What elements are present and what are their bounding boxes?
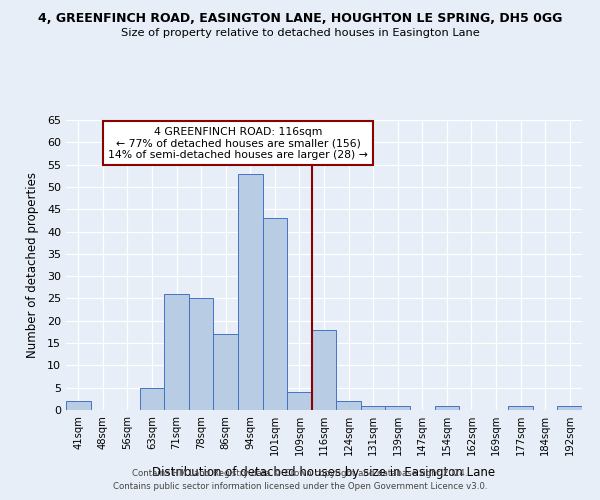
Bar [164, 294, 189, 410]
Bar [336, 401, 361, 410]
X-axis label: Distribution of detached houses by size in Easington Lane: Distribution of detached houses by size … [152, 466, 496, 479]
Bar [189, 298, 214, 410]
Text: 4 GREENFINCH ROAD: 116sqm
← 77% of detached houses are smaller (156)
14% of semi: 4 GREENFINCH ROAD: 116sqm ← 77% of detac… [108, 126, 368, 160]
Bar [312, 330, 336, 410]
Y-axis label: Number of detached properties: Number of detached properties [26, 172, 38, 358]
Bar [140, 388, 164, 410]
Text: Contains HM Land Registry data © Crown copyright and database right 2024.: Contains HM Land Registry data © Crown c… [132, 468, 468, 477]
Bar [263, 218, 287, 410]
Bar [214, 334, 238, 410]
Text: Contains public sector information licensed under the Open Government Licence v3: Contains public sector information licen… [113, 482, 487, 491]
Bar [238, 174, 263, 410]
Bar [557, 406, 582, 410]
Text: Size of property relative to detached houses in Easington Lane: Size of property relative to detached ho… [121, 28, 479, 38]
Bar [385, 406, 410, 410]
Text: 4, GREENFINCH ROAD, EASINGTON LANE, HOUGHTON LE SPRING, DH5 0GG: 4, GREENFINCH ROAD, EASINGTON LANE, HOUG… [38, 12, 562, 26]
Bar [508, 406, 533, 410]
Bar [434, 406, 459, 410]
Bar [361, 406, 385, 410]
Bar [66, 401, 91, 410]
Bar [287, 392, 312, 410]
